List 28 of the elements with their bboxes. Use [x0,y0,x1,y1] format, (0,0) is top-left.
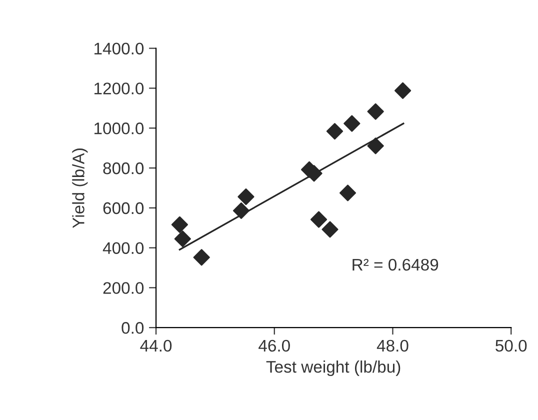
y-tick-label: 0.0 [122,322,144,334]
point [171,216,188,233]
y-tick-label: 600.0 [103,202,144,214]
point [232,202,250,219]
point [322,221,338,238]
annotation: R² = 0.6489 [352,258,438,271]
x-axis-title: Test weight (lb/bu) [266,360,400,376]
y-tick-label: 1400.0 [94,42,144,55]
y-tick-label: 1200.0 [94,82,144,94]
point [339,184,356,202]
x-tick-label: 48.0 [376,340,408,352]
point [193,249,210,266]
x-tick-label: 46.0 [258,340,290,352]
y-tick-label: 400.0 [102,242,144,254]
y-tick-label: 1000.0 [94,122,144,134]
point [367,138,384,154]
x-tick-label: 44.0 [140,340,172,352]
point [310,211,328,228]
point [394,82,412,99]
y-axis-title: Yield (lb/A) [72,148,88,228]
point [238,188,254,206]
y-tick-label: 200.0 [103,282,144,294]
point [344,115,360,132]
y-tick-label: 800.0 [103,162,144,174]
point [367,103,384,120]
point [326,122,344,140]
x-tick-label: 50.0 [496,340,527,352]
point [174,230,191,248]
